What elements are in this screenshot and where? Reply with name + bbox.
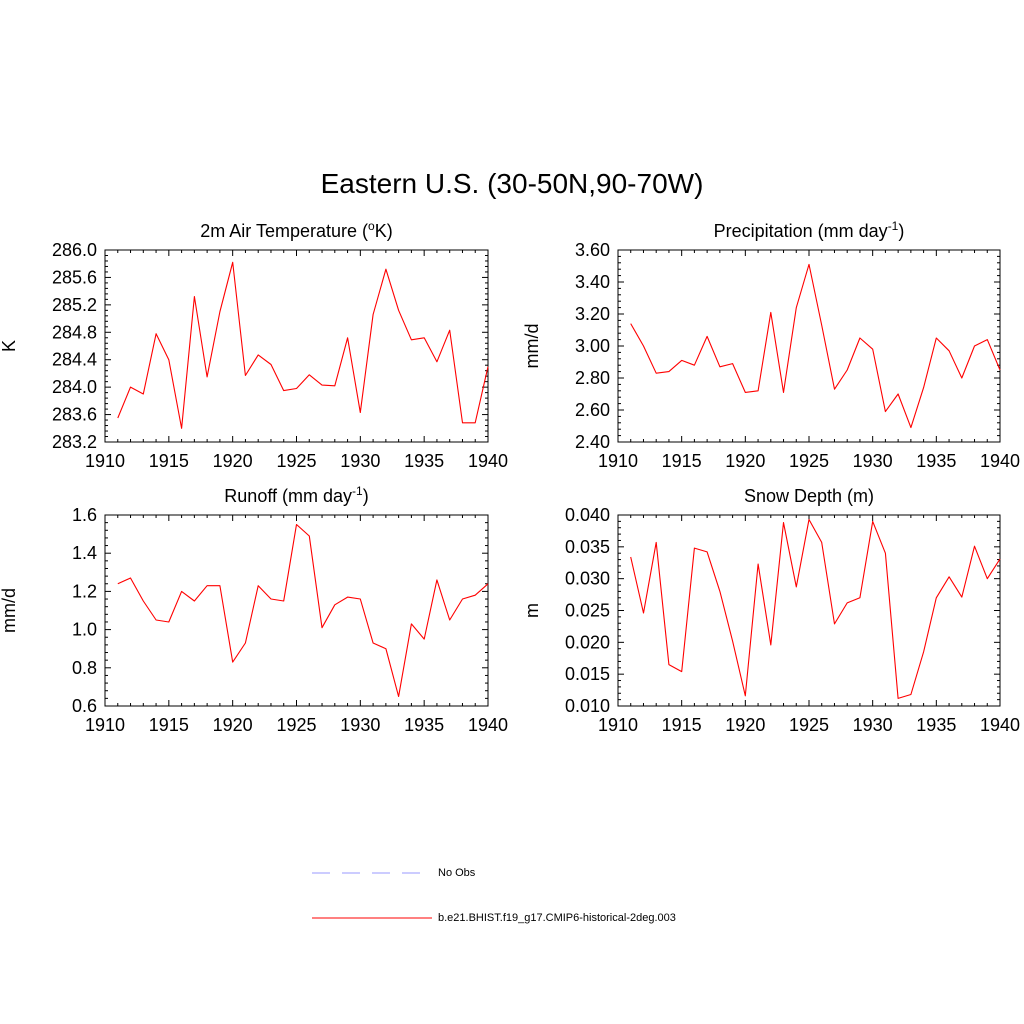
x-tick-label: 1940 xyxy=(980,451,1020,471)
x-tick-label: 1930 xyxy=(340,451,380,471)
y-tick-label: 1.2 xyxy=(72,581,97,601)
y-tick-label: 0.030 xyxy=(565,569,610,589)
legend-swatch-dashed xyxy=(312,872,432,874)
chart-panel: 1910 1915 1920 1925 1930 1935 1940 0.6 0.8 1.0 1.2… xyxy=(0,484,508,735)
y-axis-label: mm/d xyxy=(522,324,542,369)
x-tick-label: 1930 xyxy=(340,715,380,735)
x-tick-label: 1915 xyxy=(149,715,189,735)
y-tick-label: 1.4 xyxy=(72,543,97,563)
series-line xyxy=(630,518,1001,699)
y-tick-label: 283.6 xyxy=(52,405,97,425)
x-tick-label: 1940 xyxy=(468,715,508,735)
legend-swatch-solid xyxy=(312,917,432,919)
x-tick-label: 1925 xyxy=(276,715,316,735)
panel-title: Runoff (mm day-1) xyxy=(224,484,368,506)
x-tick-label: 1910 xyxy=(85,715,125,735)
series-line xyxy=(117,261,489,429)
plot-frame xyxy=(617,514,1001,707)
x-tick-label: 1920 xyxy=(725,451,765,471)
y-tick-label: 3.40 xyxy=(575,272,610,292)
x-tick-label: 1910 xyxy=(598,451,638,471)
x-tick-label: 1930 xyxy=(853,715,893,735)
y-tick-label: 285.2 xyxy=(52,295,97,315)
y-tick-label: 286.0 xyxy=(52,240,97,260)
legend-label: b.e21.BHIST.f19_g17.CMIP6-historical-2de… xyxy=(438,912,676,924)
x-tick-label: 1920 xyxy=(213,451,253,471)
y-tick-label: 2.60 xyxy=(575,400,610,420)
chart-panel: 1910 1915 1920 1925 1930 1935 1940 0.010 0.015 0.… xyxy=(522,486,1020,735)
x-tick-label: 1910 xyxy=(598,715,638,735)
y-tick-label: 2.40 xyxy=(575,432,610,452)
x-tick-label: 1925 xyxy=(789,715,829,735)
x-tick-label: 1940 xyxy=(468,451,508,471)
panel-title: Snow Depth (m) xyxy=(744,486,874,506)
y-tick-label: 3.00 xyxy=(575,336,610,356)
y-tick-label: 1.0 xyxy=(72,620,97,640)
page-title: Eastern U.S. (30-50N,90-70W) xyxy=(320,168,704,199)
y-tick-label: 0.025 xyxy=(565,601,610,621)
x-tick-label: 1935 xyxy=(404,451,444,471)
y-axis-label: K xyxy=(0,340,19,352)
legend-item-model: b.e21.BHIST.f19_g17.CMIP6-historical-2de… xyxy=(312,910,676,926)
y-tick-label: 0.015 xyxy=(565,664,610,684)
y-tick-label: 0.8 xyxy=(72,658,97,678)
y-tick-label: 283.2 xyxy=(52,432,97,452)
y-tick-label: 285.6 xyxy=(52,267,97,287)
x-tick-label: 1940 xyxy=(980,715,1020,735)
chart-panel: 1910 1915 1920 1925 1930 1935 1940 2.40 2.60 2.80… xyxy=(522,219,1020,471)
y-tick-label: 284.8 xyxy=(52,322,97,342)
plot-frame xyxy=(617,249,1001,443)
chart-panel: 1910 1915 1920 1925 1930 1935 1940 283.2 283.6 28… xyxy=(0,219,508,471)
y-tick-label: 2.80 xyxy=(575,368,610,388)
x-tick-label: 1920 xyxy=(213,715,253,735)
legend-label: No Obs xyxy=(438,867,476,879)
y-axis-label: mm/d xyxy=(0,588,19,633)
y-tick-label: 284.0 xyxy=(52,377,97,397)
series-line xyxy=(117,523,489,698)
x-tick-label: 1920 xyxy=(725,715,765,735)
y-tick-label: 0.040 xyxy=(565,505,610,525)
x-tick-label: 1935 xyxy=(916,715,956,735)
y-tick-label: 0.035 xyxy=(565,537,610,557)
x-tick-label: 1930 xyxy=(853,451,893,471)
y-axis-label: m xyxy=(522,603,542,618)
x-tick-label: 1915 xyxy=(662,715,702,735)
y-tick-label: 1.6 xyxy=(72,505,97,525)
x-tick-label: 1935 xyxy=(404,715,444,735)
x-tick-label: 1915 xyxy=(149,451,189,471)
x-tick-label: 1925 xyxy=(276,451,316,471)
panel-title: 2m Air Temperature (oK) xyxy=(200,219,392,241)
y-tick-label: 0.020 xyxy=(565,632,610,652)
y-tick-label: 3.20 xyxy=(575,304,610,324)
legend-item-no-obs: No Obs xyxy=(312,865,475,881)
x-tick-label: 1910 xyxy=(85,451,125,471)
y-tick-label: 0.010 xyxy=(565,696,610,716)
panel-title: Precipitation (mm day-1) xyxy=(714,219,905,241)
y-tick-label: 284.4 xyxy=(52,350,97,370)
y-tick-label: 0.6 xyxy=(72,696,97,716)
y-tick-label: 3.60 xyxy=(575,240,610,260)
series-line xyxy=(630,263,1001,429)
x-tick-label: 1925 xyxy=(789,451,829,471)
x-tick-label: 1935 xyxy=(916,451,956,471)
x-tick-label: 1915 xyxy=(662,451,702,471)
